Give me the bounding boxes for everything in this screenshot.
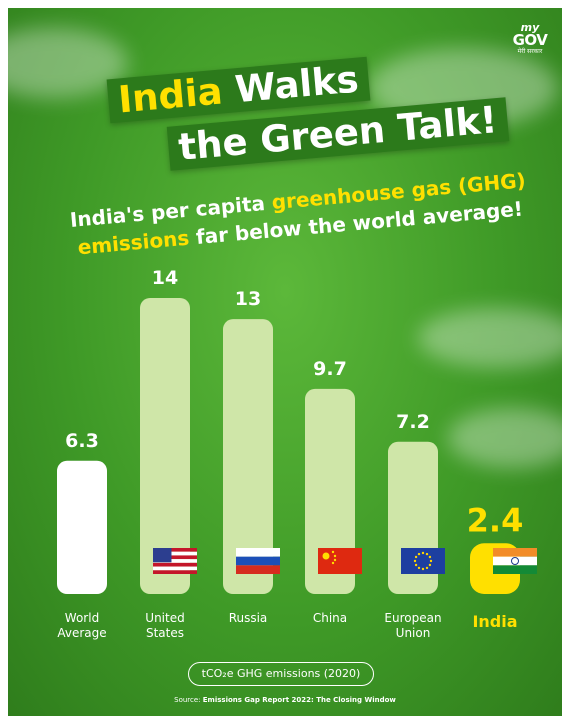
source-text: Emissions Gap Report 2022: The Closing W… (202, 696, 396, 704)
category-label: Average (57, 626, 106, 640)
source-note: Source: Emissions Gap Report 2022: The C… (8, 696, 562, 704)
category-label: Union (396, 626, 431, 640)
value-label: 2.4 (467, 501, 524, 539)
category-label: World (65, 611, 99, 625)
category-label: United (145, 611, 184, 625)
china-flag-icon (318, 548, 362, 574)
logo-text: मेरी सरकार (517, 48, 543, 55)
logo-text: GOV (512, 31, 548, 49)
russia-flag-icon (236, 548, 280, 574)
value-label: 7.2 (396, 411, 430, 433)
category-label: European (384, 611, 441, 625)
mygov-logo: my GOV मेरी सरकार (512, 22, 548, 55)
us-flag-icon (153, 548, 197, 574)
bar-china (305, 388, 355, 594)
logo-text: my (520, 21, 540, 34)
bar-world-average (57, 460, 107, 594)
cloud-decoration (418, 308, 562, 368)
value-label: 13 (235, 288, 261, 310)
category-label: China (313, 611, 347, 625)
eu-flag-icon (401, 548, 445, 574)
value-label: 9.7 (313, 358, 347, 380)
value-label: 6.3 (65, 430, 99, 452)
category-label: Russia (229, 611, 268, 625)
bar-united-states (140, 298, 190, 594)
category-label: India (472, 612, 517, 631)
value-label: 14 (152, 267, 178, 289)
india-flag-icon (493, 548, 537, 574)
category-label: States (146, 626, 184, 640)
bar-russia (223, 319, 273, 594)
infographic: my GOV मेरी सरकार India Walks the Green … (8, 8, 562, 716)
cloud-decoration (448, 408, 562, 468)
source-prefix: Source: (174, 696, 203, 704)
unit-label: tCO₂e GHG emissions (2020) (188, 662, 374, 686)
